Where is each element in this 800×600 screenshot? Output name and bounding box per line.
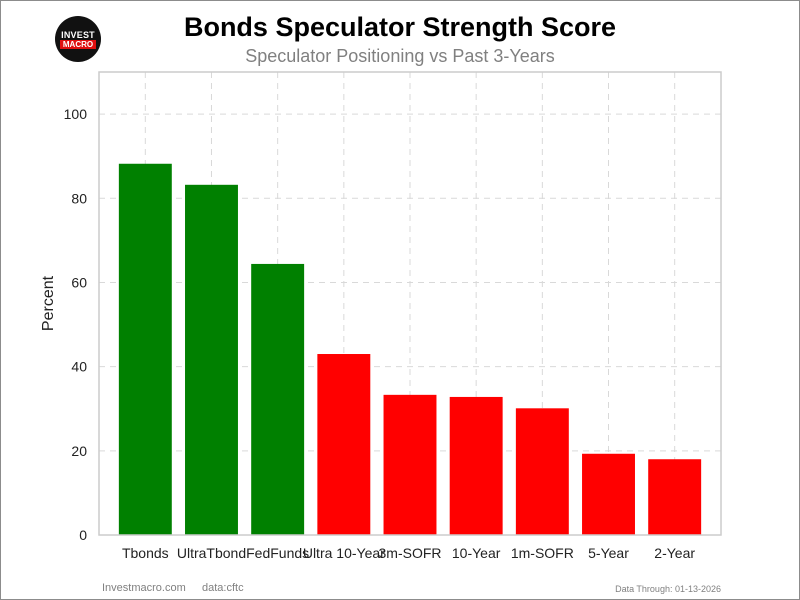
logo-line-1: INVEST [61, 29, 95, 40]
footer-site: Investmacro.com [102, 582, 186, 594]
chart-subtitle: Speculator Positioning vs Past 3-Years [245, 46, 555, 66]
x-tick-label: Ultra 10-Year [303, 545, 385, 561]
bar-fedfunds [251, 263, 305, 535]
footer-date: Data Through: 01-13-2026 [615, 584, 721, 594]
bar-2-year [648, 459, 702, 535]
y-tick-label: 80 [71, 190, 87, 206]
footer-source: data:cftc [202, 582, 244, 594]
bar-5-year [582, 453, 635, 535]
y-tick-label: 60 [71, 274, 87, 290]
bar-tbonds [118, 163, 172, 535]
plot-area-border [98, 71, 722, 536]
x-tick-label: 2-Year [654, 545, 695, 561]
y-axis-label: Percent [40, 275, 57, 331]
bar-ultratbond [185, 184, 238, 535]
bar-1m-sofr [515, 408, 569, 535]
x-tick-label: 3m-SOFR [379, 545, 442, 561]
x-tick-label: 1m-SOFR [511, 545, 574, 561]
y-tick-label: 40 [71, 359, 87, 375]
bar-10-year [449, 396, 503, 535]
chart-title: Bonds Speculator Strength Score [183, 12, 617, 42]
logo-line-2: MACRO [59, 39, 97, 49]
bar-3m-sofr [383, 394, 437, 535]
y-tick-label: 0 [79, 527, 87, 543]
x-tick-label: UltraTbond [177, 545, 246, 561]
y-tick-label: 20 [71, 443, 87, 459]
x-tick-label: 10-Year [452, 545, 501, 561]
x-tick-label: FedFunds [246, 545, 309, 561]
y-tick-label: 100 [64, 106, 88, 122]
x-tick-label: Tbonds [122, 545, 169, 561]
investmacro-logo: INVEST MACRO [55, 16, 101, 62]
x-tick-label: 5-Year [588, 545, 629, 561]
bar-ultra-10-year [317, 354, 371, 535]
